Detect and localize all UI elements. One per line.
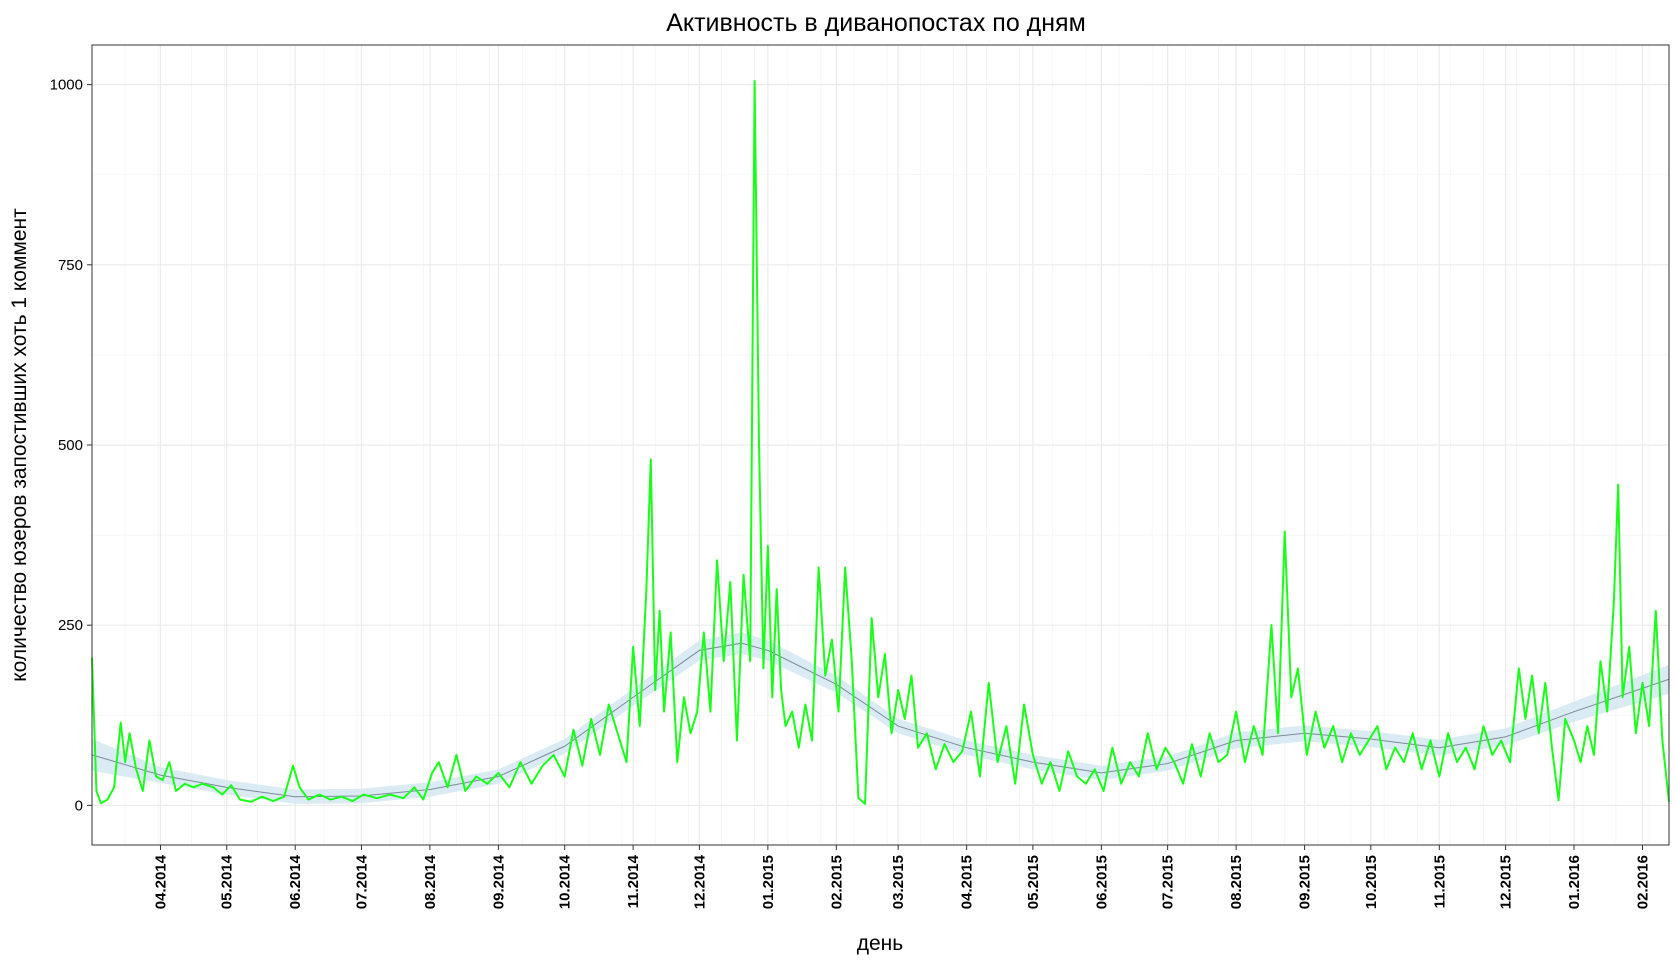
x-tick-label: 02.2016 [1634, 855, 1651, 909]
x-axis: 04.2014 05.2014 06.2014 07.2014 08.2014 09.20… [152, 845, 1651, 909]
x-tick-label: 08.2014 [422, 854, 439, 909]
x-tick-label: 05.2015 [1025, 855, 1042, 909]
daily-activity-line [91, 80, 1670, 805]
x-tick-label: 06.2015 [1093, 855, 1110, 909]
x-tick-label: 11.2014 [625, 854, 642, 908]
x-tick-label: 09.2015 [1297, 855, 1314, 909]
y-tick-label: 1000 [50, 77, 83, 94]
x-tick-label: 07.2014 [353, 854, 370, 909]
y-axis-title: количество юзеров запостивших хоть 1 ком… [8, 208, 31, 682]
y-tick-label: 500 [58, 437, 83, 454]
x-tick-label: 04.2014 [152, 854, 169, 909]
x-tick-label: 12.2014 [691, 854, 708, 909]
x-tick-label: 06.2014 [287, 854, 304, 909]
x-tick-label: 07.2015 [1160, 855, 1177, 909]
y-tick-label: 250 [58, 617, 83, 634]
x-tick-label: 12.2015 [1498, 855, 1515, 909]
x-tick-label: 10.2015 [1363, 855, 1380, 909]
x-tick-label: 11.2015 [1431, 855, 1448, 908]
x-tick-label: 08.2015 [1228, 855, 1245, 909]
series-layer [91, 80, 1670, 805]
y-tick-label: 0 [75, 797, 83, 814]
x-tick-label: 04.2015 [959, 855, 976, 909]
x-tick-label: 09.2014 [490, 854, 507, 909]
x-tick-label: 01.2015 [760, 855, 777, 909]
x-tick-label: 02.2015 [828, 855, 845, 909]
x-tick-label: 03.2015 [890, 855, 907, 909]
chart-title: Активность в диванопостах по дням [666, 9, 1086, 37]
x-tick-label: 05.2014 [219, 854, 236, 909]
x-axis-title: день [857, 932, 904, 955]
x-tick-label: 01.2016 [1566, 855, 1583, 909]
y-axis: 0 250 500 750 1000 [50, 77, 92, 814]
x-tick-label: 10.2014 [557, 854, 574, 909]
smooth-confidence-band [92, 632, 1669, 804]
y-tick-label: 750 [58, 257, 83, 274]
